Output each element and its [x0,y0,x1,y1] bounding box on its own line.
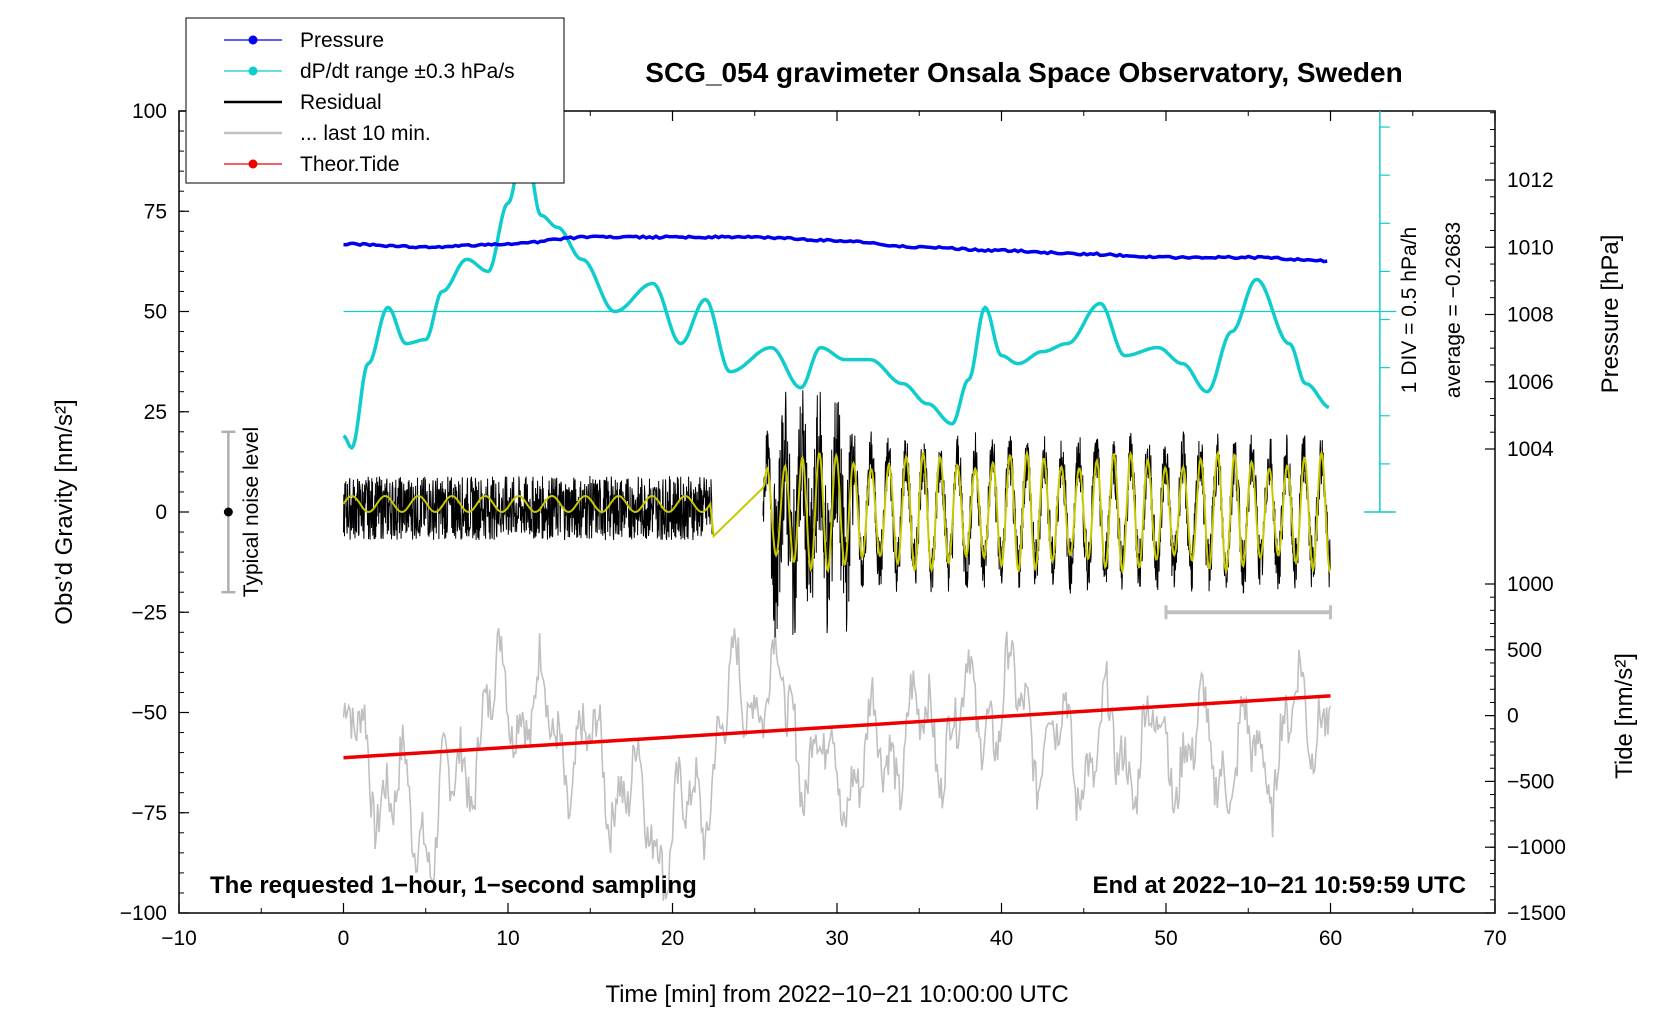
legend-swatch-marker [248,66,258,76]
y-tick-label: −75 [131,802,167,825]
pressure-tick-label: 1006 [1507,371,1554,394]
residual-smoothed-line [342,449,1332,575]
tide-tick-label: −1000 [1507,836,1566,859]
pressure-tick-label: 1008 [1507,304,1554,327]
residual-line-part1 [343,475,713,541]
tide-axis-label: Tide [nm/s²] [1611,653,1638,779]
legend-box [185,17,565,184]
pressure-tick-label: 1010 [1507,236,1554,259]
y-axis-label: Obs’d Gravity [nm/s²] [51,399,78,624]
residual-line-part2 [762,390,1331,638]
tide-tick-label: −500 [1507,770,1554,793]
legend-label: Residual [300,91,382,114]
tide-tick-label: 500 [1507,639,1542,662]
y-tick-label: −50 [131,702,167,725]
tide-tick-label: 0 [1507,705,1519,728]
legend-swatch-marker [248,35,258,45]
x-tick-label: 50 [1154,927,1177,950]
x-tick-label: 60 [1319,927,1342,950]
x-tick-label: 10 [496,927,519,950]
x-tick-label: 70 [1483,927,1506,950]
x-axis-label: Time [min] from 2022−10−21 10:00:00 UTC [605,981,1068,1008]
legend-label: ... last 10 min. [300,122,431,145]
legend-items: Pressure dP/dt range ±0.3 hPa/s Residual..… [224,29,515,176]
note-right: End at 2022−10−21 10:59:59 UTC [1092,872,1466,899]
legend-swatch-marker [248,159,258,169]
tide-tick-label: −1500 [1507,902,1566,925]
y-tick-label: −25 [131,601,167,624]
noise-level-label: Typical noise level [240,427,263,597]
y-tick-label: 75 [144,200,167,223]
dpdt-average-label: average = −0.2683 [1442,222,1465,398]
chart-title: SCG_054 gravimeter Onsala Space Observat… [645,57,1402,88]
x-tick-label: 40 [990,927,1013,950]
dpdt-line [342,136,1330,451]
pressure-line [343,234,1328,264]
dpdt-div-label: 1 DIV = 0.5 hPa/h [1398,227,1421,393]
axes-layer: −10 0 10 20 30 40 50 60 701007550250−25−50−75−10… [120,100,1566,950]
note-left: The requested 1−hour, 1−second sampling [210,872,697,899]
last-10-min-line [342,628,1332,901]
theor-tide-line [343,694,1331,760]
x-tick-label: 20 [661,927,684,950]
legend-label: Pressure [300,29,384,52]
series-layer [221,136,1332,901]
y-tick-label: 0 [155,501,167,524]
legend-label: dP/dt range ±0.3 hPa/s [300,60,515,83]
x-tick-label: 0 [338,927,350,950]
y-tick-label: 50 [144,301,167,324]
noise-level-dot [223,507,233,517]
legend: Pressure dP/dt range ±0.3 hPa/s Residual..… [185,17,565,184]
y-tick-label: −100 [120,902,167,925]
x-tick-label: 30 [825,927,848,950]
pressure-tick-label: 1004 [1507,438,1554,461]
pressure-tick-label: 1012 [1507,169,1554,192]
pressure-axis-label: Pressure [hPa] [1597,235,1624,394]
tide-tick-label: 1000 [1507,573,1554,596]
y-tick-label: 100 [132,100,167,123]
x-tick-label: −10 [161,927,197,950]
grid-layer [343,111,1397,513]
y-tick-label: 25 [144,401,167,424]
legend-label: Theor.Tide [300,153,400,176]
